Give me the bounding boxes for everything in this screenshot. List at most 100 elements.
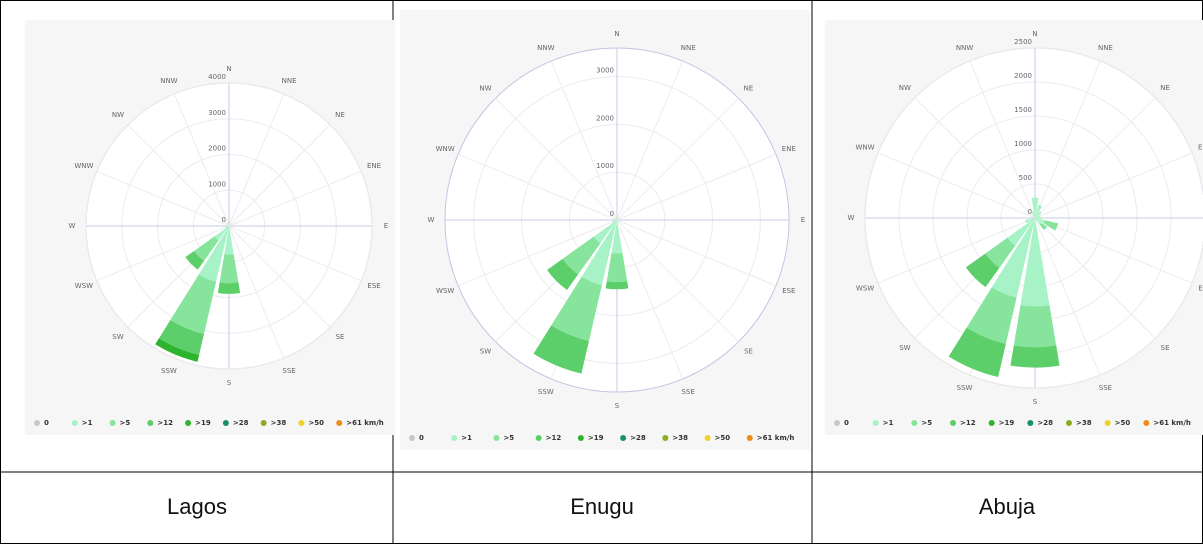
direction-label: NE xyxy=(744,84,754,92)
direction-label: WNW xyxy=(436,145,455,153)
legend-label: >5 xyxy=(503,434,514,442)
direction-label: SE xyxy=(1161,344,1170,352)
spoke xyxy=(1034,97,1156,219)
direction-label: SW xyxy=(112,333,123,341)
spoke xyxy=(228,225,285,359)
direction-label: NNE xyxy=(681,44,696,52)
wind-segment xyxy=(1007,218,1035,246)
direction-label: WSW xyxy=(436,287,454,295)
radial-tick-label: 1000 xyxy=(208,180,226,188)
wind-segment xyxy=(1043,220,1059,231)
wind-segment xyxy=(1010,345,1060,368)
legend-marker xyxy=(950,420,956,426)
spoke xyxy=(877,152,1036,219)
direction-label: ENE xyxy=(782,145,796,153)
spoke xyxy=(228,93,285,227)
direction-label: SSE xyxy=(682,388,695,396)
spoke xyxy=(1034,217,1156,339)
radial-tick-label: 2500 xyxy=(1014,38,1032,46)
wind-segment xyxy=(1025,218,1035,224)
wind-segment xyxy=(617,218,619,220)
legend-label: >1 xyxy=(883,419,894,427)
wind-segment xyxy=(581,220,617,286)
spoke xyxy=(616,60,684,221)
direction-label: ENE xyxy=(1198,144,1203,152)
direction-label: SW xyxy=(899,344,910,352)
direction-label: NW xyxy=(479,84,491,92)
legend-label: >5 xyxy=(921,419,932,427)
legend-marker xyxy=(911,420,918,426)
direction-label: WNW xyxy=(74,162,93,170)
legend-label: >61 km/h xyxy=(757,434,795,442)
legend-label: >12 xyxy=(546,434,562,442)
radial-tick-label: 1000 xyxy=(596,162,614,170)
wind-segment xyxy=(605,281,629,290)
spoke xyxy=(228,124,331,227)
wind-segment xyxy=(1035,218,1045,224)
spoke xyxy=(457,153,618,221)
radial-tick-label: 3000 xyxy=(596,67,614,75)
spoke xyxy=(1034,60,1101,219)
legend-marker xyxy=(746,435,753,441)
chart-caption: Abuja xyxy=(979,494,1036,519)
legend-label: >38 xyxy=(672,434,688,442)
legend-label: >19 xyxy=(588,434,604,442)
legend-marker xyxy=(662,435,669,441)
chart-caption: Enugu xyxy=(570,494,634,519)
chart-caption: Lagos xyxy=(167,494,227,519)
legend-marker xyxy=(834,420,840,426)
direction-label: ENE xyxy=(367,162,381,170)
direction-label: NW xyxy=(112,111,124,119)
legend-marker xyxy=(1066,420,1072,426)
spoke xyxy=(616,98,739,221)
spoke xyxy=(969,60,1036,219)
direction-label: ESE xyxy=(1198,284,1203,292)
direction-label: S xyxy=(1033,398,1038,406)
wind-segment xyxy=(965,253,1000,288)
wind-segment xyxy=(1039,222,1048,231)
direction-label: WSW xyxy=(856,284,874,292)
spoke xyxy=(173,93,230,227)
wind-rose: N NNE NE ENE E ESE SE SSE S SSW SW WSW W WNW NW NNW 0 100… xyxy=(25,20,395,435)
legend-marker xyxy=(260,420,267,426)
wind-segment xyxy=(1035,216,1042,220)
radial-tick-label: 3000 xyxy=(208,109,226,117)
wind-segment xyxy=(159,320,204,355)
wind-segment xyxy=(966,287,1017,344)
wind-segment xyxy=(224,226,234,255)
wind-segment xyxy=(612,220,617,223)
legend-label: >38 xyxy=(271,419,287,427)
direction-label: NE xyxy=(1160,84,1170,92)
wind-segment xyxy=(551,276,602,342)
direction-label: N xyxy=(1032,30,1037,38)
wind-segment xyxy=(1035,215,1041,218)
legend-marker xyxy=(577,435,584,441)
legend-label: >50 xyxy=(715,434,731,442)
wind-segment xyxy=(194,236,219,261)
direction-label: NW xyxy=(899,84,911,92)
direction-label: SE xyxy=(744,348,753,356)
legend-label: >50 xyxy=(1115,419,1131,427)
direction-label: SE xyxy=(336,333,345,341)
direction-label: N xyxy=(614,30,619,38)
legend-label: 0 xyxy=(44,419,49,427)
legend-label: >61 km/h xyxy=(346,419,384,427)
wind-segment xyxy=(229,226,230,228)
spoke xyxy=(616,219,684,380)
direction-label: W xyxy=(848,214,855,222)
wind-segment xyxy=(1035,211,1042,218)
wind-segment xyxy=(985,237,1016,268)
direction-label: E xyxy=(801,216,805,224)
direction-label: SSW xyxy=(957,384,973,392)
spoke xyxy=(1034,152,1193,219)
wind-segment xyxy=(1020,218,1050,307)
wind-segment xyxy=(214,226,229,241)
direction-label: SSW xyxy=(538,388,554,396)
direction-label: NNW xyxy=(956,44,973,52)
legend-marker xyxy=(620,435,627,441)
legend-marker xyxy=(1143,420,1150,426)
direction-label: NNW xyxy=(160,77,177,85)
legend-marker xyxy=(451,435,458,441)
legend-marker xyxy=(298,420,305,426)
wind-segment xyxy=(1013,305,1057,348)
